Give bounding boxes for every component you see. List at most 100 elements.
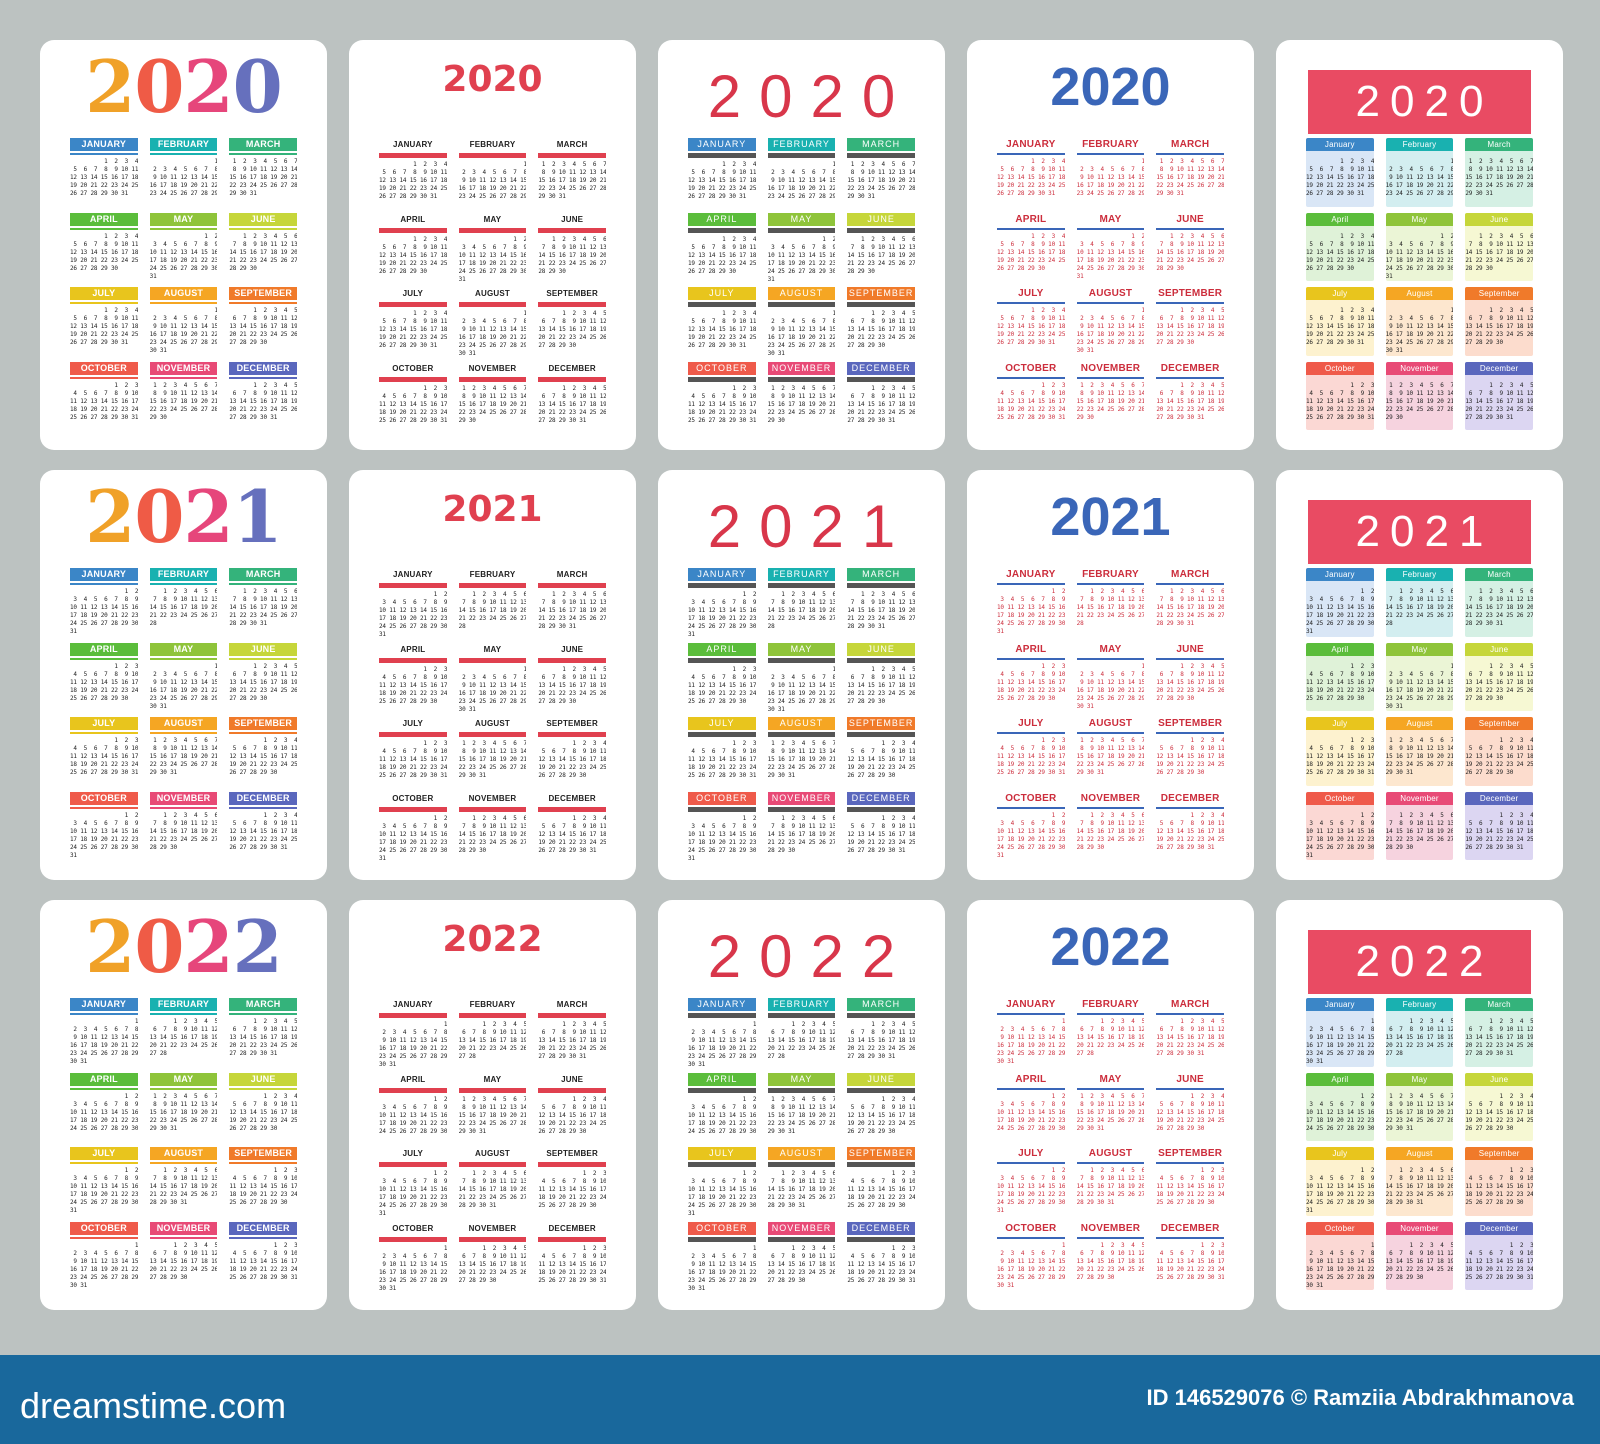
weekday-header bbox=[1465, 377, 1533, 379]
site-brand[interactable]: dreamstime.com bbox=[20, 1385, 287, 1426]
calendar-card-2020-style2: 2020 January 1 2 3 4 5 6 7 8 9 10 11 12 1… bbox=[349, 40, 636, 450]
month-days: 1 2 3 4 5 6 7 8 9 10 11 12 13 14 15 16 1… bbox=[1076, 737, 1145, 776]
month-block: December 1 2 3 4 5 6 7 8 9 10 11 12 13 1… bbox=[229, 791, 297, 861]
month-grid: January 1 2 3 4 5 6 7 8 9 10 11 12 13 14… bbox=[997, 998, 1224, 1290]
month-name: January bbox=[1006, 999, 1056, 1010]
month-name: July bbox=[70, 1147, 138, 1160]
month-days: 1 2 3 4 5 6 7 8 9 10 11 12 13 14 15 16 1… bbox=[847, 384, 915, 424]
month-name: January bbox=[70, 998, 138, 1011]
month-block: April 1 2 3 4 5 6 7 8 9 10 11 12 13 14 1… bbox=[70, 1072, 138, 1142]
month-block: March 1 2 3 4 5 6 7 8 9 10 11 12 13 14 1… bbox=[1156, 998, 1224, 1067]
month-days: 1 2 3 4 5 6 7 8 9 10 11 12 13 14 15 16 1… bbox=[458, 814, 527, 854]
month-days: 1 2 3 4 5 6 7 8 9 10 11 12 13 14 15 16 1… bbox=[538, 591, 606, 630]
month-name: February bbox=[767, 568, 836, 581]
month-days: 1 2 3 4 5 6 7 8 9 10 11 12 13 14 15 16 1… bbox=[458, 1095, 527, 1135]
month-block: July 1 2 3 4 5 6 7 8 9 10 11 12 13 14 15… bbox=[688, 287, 756, 356]
weekday-header bbox=[379, 583, 447, 588]
weekday-header bbox=[1306, 228, 1374, 230]
year-digit: 0 bbox=[134, 474, 184, 559]
weekday-header bbox=[70, 153, 138, 155]
month-name: November bbox=[767, 361, 836, 375]
month-days: 1 2 3 4 5 6 7 8 9 10 11 12 13 14 15 16 1… bbox=[229, 588, 297, 627]
weekday-header bbox=[70, 657, 138, 660]
year-title: 2021 bbox=[707, 493, 914, 560]
month-days: 1 2 3 4 5 6 7 8 9 10 11 12 13 14 15 16 1… bbox=[688, 384, 756, 424]
month-block: December 1 2 3 4 5 6 7 8 9 10 11 12 13 1… bbox=[1156, 1222, 1224, 1291]
month-days: 1 2 3 4 5 6 7 8 9 10 11 12 13 14 15 16 1… bbox=[1306, 307, 1374, 346]
month-days: 1 2 3 4 5 6 7 8 9 10 11 12 13 14 15 16 1… bbox=[1385, 158, 1454, 197]
month-days: 1 2 3 4 5 6 7 8 9 10 11 12 13 14 15 16 1… bbox=[1385, 1092, 1454, 1132]
month-name: February bbox=[1385, 998, 1454, 1011]
month-block: May 1 2 3 4 5 6 7 8 9 10 11 12 13 14 15 … bbox=[767, 212, 836, 281]
month-block: October 1 2 3 4 5 6 7 8 9 10 11 12 13 14… bbox=[70, 1221, 138, 1291]
month-name: November bbox=[468, 793, 517, 803]
weekday-header bbox=[149, 227, 218, 230]
weekday-header bbox=[1306, 1237, 1374, 1239]
month-name: June bbox=[561, 644, 584, 654]
weekday-header bbox=[1386, 1088, 1454, 1090]
month-block: May 1 2 3 4 5 6 7 8 9 10 11 12 13 14 15 … bbox=[1385, 212, 1454, 281]
month-days: 1 2 3 4 5 6 7 8 9 10 11 12 13 14 15 16 1… bbox=[767, 310, 836, 356]
month-days: 1 2 3 4 5 6 7 8 9 10 11 12 13 14 15 16 1… bbox=[1306, 737, 1374, 776]
month-days: 1 2 3 4 5 6 7 8 9 10 11 12 13 14 15 16 1… bbox=[688, 665, 756, 705]
weekday-header bbox=[1386, 1237, 1454, 1239]
month-name: March bbox=[1465, 998, 1533, 1011]
month-name: June bbox=[847, 1072, 915, 1086]
month-grid: January 1 2 3 4 5 6 7 8 9 10 11 12 13 14… bbox=[70, 568, 297, 860]
month-days: 1 2 3 4 5 6 7 8 9 10 11 12 13 14 15 16 1… bbox=[1156, 1092, 1224, 1132]
month-block: December 1 2 3 4 5 6 7 8 9 10 11 12 13 1… bbox=[229, 1221, 297, 1291]
weekday-header bbox=[1076, 583, 1145, 585]
month-block: April 1 2 3 4 5 6 7 8 9 10 11 12 13 14 1… bbox=[379, 643, 447, 712]
month-days: 1 2 3 4 5 6 7 8 9 10 11 12 13 14 15 16 1… bbox=[1385, 232, 1454, 280]
month-name: June bbox=[561, 214, 584, 224]
year-digit: 0 bbox=[134, 904, 184, 989]
month-days: 1 2 3 4 5 6 7 8 9 10 11 12 13 14 15 16 1… bbox=[538, 1244, 606, 1284]
calendar-card-2020-style4: 2020 January 1 2 3 4 5 6 7 8 9 10 11 12 1… bbox=[967, 40, 1254, 450]
month-block: December 1 2 3 4 5 6 7 8 9 10 11 12 13 1… bbox=[1465, 361, 1533, 430]
month-name: January bbox=[688, 138, 756, 151]
month-days: 1 2 3 4 5 6 7 8 9 10 11 12 13 14 15 16 1… bbox=[538, 740, 606, 779]
month-name: November bbox=[1385, 791, 1454, 805]
month-name: October bbox=[688, 1221, 756, 1235]
weekday-header bbox=[538, 1087, 606, 1093]
month-name: December bbox=[1160, 362, 1220, 374]
month-days: 1 2 3 4 5 6 7 8 9 10 11 12 13 14 15 16 1… bbox=[767, 1244, 836, 1284]
month-days: 1 2 3 4 5 6 7 8 9 10 11 12 13 14 15 16 1… bbox=[70, 662, 138, 702]
weekday-header bbox=[379, 302, 447, 307]
month-name: December bbox=[229, 1221, 297, 1235]
month-block: June 1 2 3 4 5 6 7 8 9 10 11 12 13 14 15… bbox=[847, 212, 915, 282]
month-block: September 1 2 3 4 5 6 7 8 9 10 11 12 13 … bbox=[229, 1147, 297, 1216]
month-name: December bbox=[847, 1221, 915, 1235]
month-block: September 1 2 3 4 5 6 7 8 9 10 11 12 13 … bbox=[1156, 1147, 1224, 1216]
month-block: January 1 2 3 4 5 6 7 8 9 10 11 12 13 14… bbox=[997, 998, 1065, 1067]
month-name: July bbox=[1018, 1148, 1044, 1159]
month-days: 1 2 3 4 5 6 7 8 9 10 11 12 13 14 15 16 1… bbox=[1076, 588, 1145, 627]
month-block: October 1 2 3 4 5 6 7 8 9 10 11 12 13 14… bbox=[70, 791, 138, 861]
month-days: 1 2 3 4 5 6 7 8 9 10 11 12 13 14 15 16 1… bbox=[229, 1018, 297, 1057]
weekday-header bbox=[688, 227, 756, 233]
weekday-header bbox=[458, 153, 527, 158]
month-name: June bbox=[1176, 1073, 1204, 1085]
weekday-header bbox=[847, 302, 915, 307]
month-days: 1 2 3 4 5 6 7 8 9 10 11 12 13 14 15 16 1… bbox=[997, 1167, 1065, 1214]
month-name: October bbox=[1306, 1221, 1374, 1235]
month-name: July bbox=[1306, 1147, 1374, 1160]
month-block: March 1 2 3 4 5 6 7 8 9 10 11 12 13 14 1… bbox=[538, 568, 606, 637]
month-name: August bbox=[1385, 1147, 1454, 1160]
month-block: July 1 2 3 4 5 6 7 8 9 10 11 12 13 14 15… bbox=[1306, 287, 1374, 356]
month-days: 1 2 3 4 5 6 7 8 9 10 11 12 13 14 15 16 1… bbox=[70, 1241, 138, 1289]
month-name: November bbox=[149, 1221, 218, 1235]
month-days: 1 2 3 4 5 6 7 8 9 10 11 12 13 14 15 16 1… bbox=[70, 232, 138, 272]
weekday-header bbox=[458, 657, 527, 663]
month-block: October 1 2 3 4 5 6 7 8 9 10 11 12 13 14… bbox=[379, 1222, 447, 1290]
month-days: 1 2 3 4 5 6 7 8 9 10 11 12 13 14 15 16 1… bbox=[538, 384, 606, 424]
weekday-header bbox=[767, 376, 836, 382]
month-block: September 1 2 3 4 5 6 7 8 9 10 11 12 13 … bbox=[1156, 717, 1224, 786]
month-block: August 1 2 3 4 5 6 7 8 9 10 11 12 13 14 … bbox=[149, 717, 218, 786]
month-name: October bbox=[392, 1223, 434, 1233]
month-grid: January 1 2 3 4 5 6 7 8 9 10 11 12 13 14… bbox=[1306, 568, 1533, 860]
weekday-header bbox=[1156, 227, 1224, 230]
month-days: 1 2 3 4 5 6 7 8 9 10 11 12 13 14 15 16 1… bbox=[379, 665, 447, 705]
month-block: April 1 2 3 4 5 6 7 8 9 10 11 12 13 14 1… bbox=[997, 213, 1065, 282]
month-grid: January 1 2 3 4 5 6 7 8 9 10 11 12 13 14… bbox=[1306, 998, 1533, 1290]
